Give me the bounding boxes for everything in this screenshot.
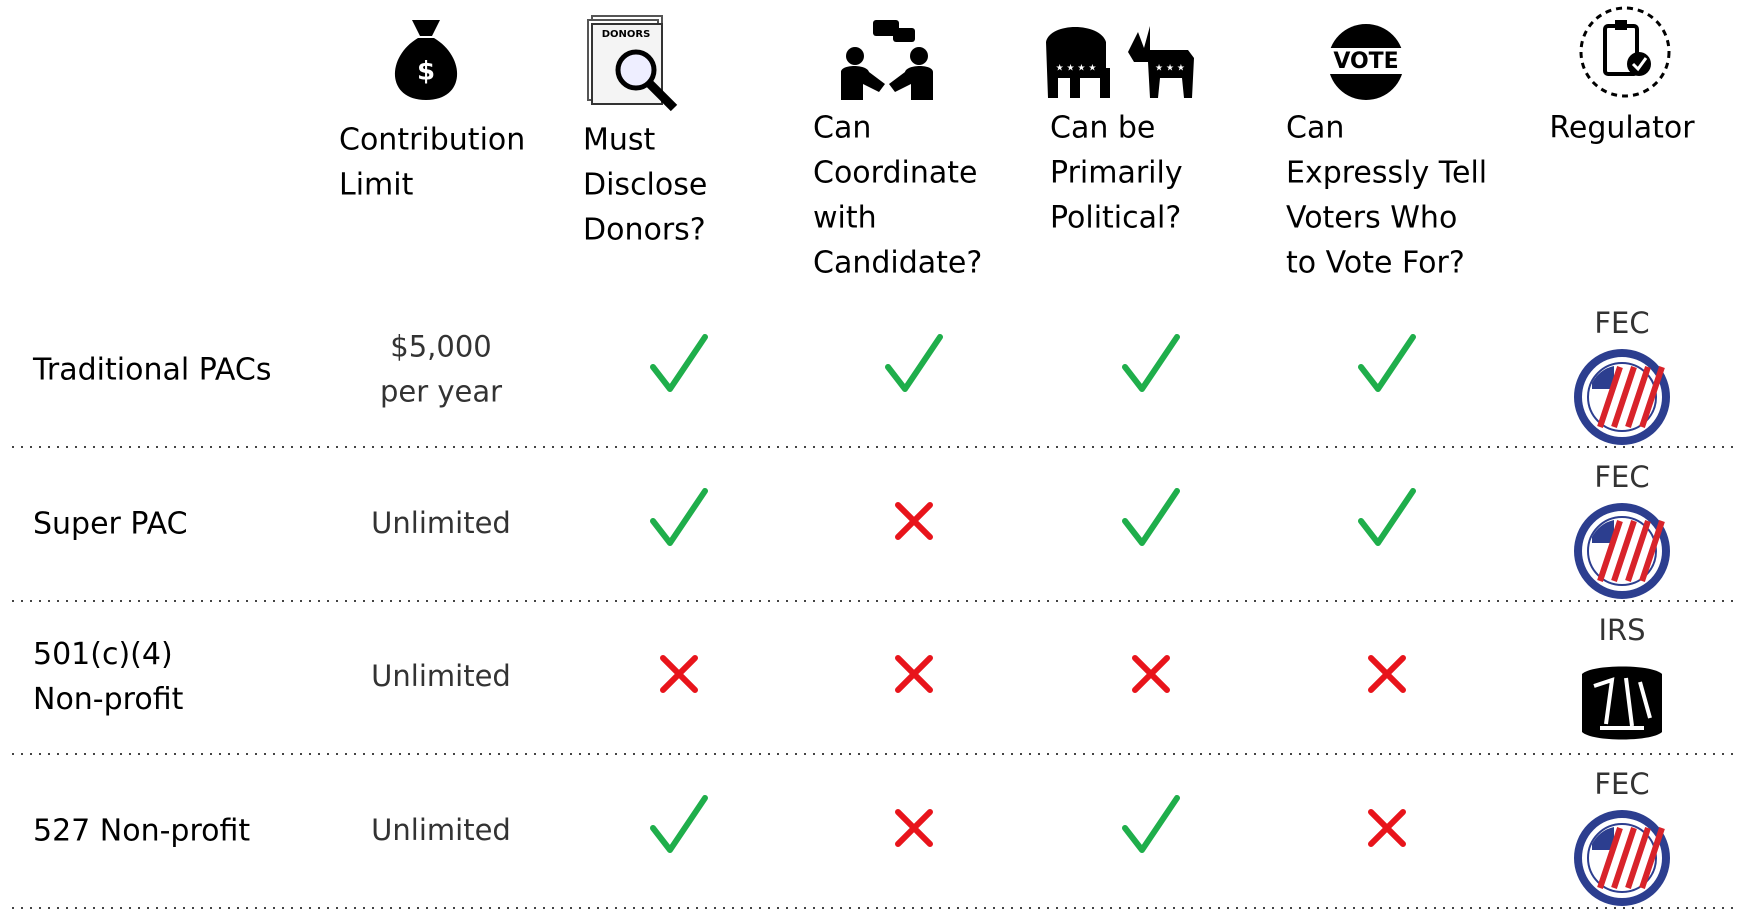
column-header: to Vote For? (1286, 246, 1465, 281)
regulator-seal (1574, 503, 1670, 599)
regulator-clipboard-icon (1579, 6, 1671, 98)
row-name: 527 Non-profit (33, 814, 250, 849)
donors-document-icon: DONORS (587, 15, 678, 112)
seal-stripe (1597, 520, 1623, 582)
svg-text:DONORS: DONORS (602, 29, 651, 40)
seal-stripe (1597, 827, 1623, 889)
regulator-name: FEC (1594, 460, 1649, 494)
seal-field (1592, 520, 1614, 543)
column-header: Donors? (583, 213, 706, 248)
irs-detail (1593, 677, 1652, 730)
column-header: Can (1286, 111, 1344, 146)
cross-mark (1368, 809, 1406, 847)
column-header: Regulator (1549, 111, 1695, 146)
table-content: Contribution Limit Must Disclose Donors? Can C… (12, 111, 1735, 909)
contribution-limit: Unlimited (371, 659, 511, 693)
check-mark (650, 334, 708, 392)
row-name: Traditional PACs (32, 353, 271, 388)
seal-field (1592, 827, 1614, 850)
check-mark (650, 795, 708, 853)
seal-stripe (1625, 366, 1651, 428)
cross-mark (1368, 655, 1406, 693)
row-name: Non-profit (33, 682, 184, 717)
column-header: Expressly Tell (1286, 156, 1487, 191)
regulator-name: FEC (1594, 767, 1649, 801)
row-name: 501(c)(4) (33, 637, 173, 672)
seal-stripe (1611, 827, 1637, 889)
irs-logo (1582, 666, 1662, 740)
check-mark (1358, 334, 1416, 392)
contribution-limit: per year (380, 375, 502, 409)
column-header: Can (813, 111, 871, 146)
svg-text:★ ★ ★ ★: ★ ★ ★ ★ (1056, 64, 1097, 74)
check-mark (1122, 795, 1180, 853)
svg-text:VOTE: VOTE (1333, 49, 1398, 74)
regulator-seal (1574, 349, 1670, 445)
seal-field (1592, 366, 1614, 389)
column-header: Limit (339, 168, 414, 203)
column-header: Candidate? (813, 246, 982, 281)
column-header: Voters Who (1286, 201, 1457, 236)
money-bag-icon: $ (394, 20, 458, 100)
seal-stripe (1611, 520, 1637, 582)
regulator-name: IRS (1598, 613, 1645, 647)
seal-stripe (1625, 827, 1651, 889)
column-header: Contribution (339, 123, 525, 158)
seal-stripe (1597, 366, 1623, 428)
check-mark (1358, 488, 1416, 546)
contribution-limit: $5,000 (390, 330, 491, 364)
check-mark (1122, 488, 1180, 546)
check-mark (650, 488, 708, 546)
svg-text:$: $ (417, 57, 435, 87)
column-header: Coordinate (813, 156, 977, 191)
check-mark (1122, 334, 1180, 392)
column-header: Disclose (583, 168, 707, 203)
seal-stripe (1625, 520, 1651, 582)
cross-mark (1132, 655, 1170, 693)
cross-mark (895, 809, 933, 847)
seal-stripe (1611, 366, 1637, 428)
cross-mark (895, 655, 933, 693)
seal-stripe (1639, 366, 1665, 428)
cross-mark (895, 502, 933, 540)
vote-badge-icon: VOTE (1324, 24, 1408, 100)
row-name: Super PAC (33, 507, 188, 542)
column-header: Must (583, 123, 656, 158)
column-header: with (813, 201, 877, 236)
check-mark (885, 334, 943, 392)
column-header: Political? (1050, 201, 1181, 236)
seal-stripe (1639, 827, 1665, 889)
party-animals-icon: ★ ★ ★ ★ ★ ★ ★ (1046, 26, 1194, 98)
column-header: Primarily (1050, 156, 1183, 191)
contribution-limit: Unlimited (371, 506, 511, 540)
column-header: Can be (1050, 111, 1155, 146)
regulator-name: FEC (1594, 306, 1649, 340)
svg-text:★ ★ ★: ★ ★ ★ (1155, 64, 1185, 74)
regulator-seal (1574, 810, 1670, 906)
seal-stripe (1639, 520, 1665, 582)
cross-mark (660, 655, 698, 693)
contribution-limit: Unlimited (371, 813, 511, 847)
coordinate-icon (841, 20, 933, 100)
